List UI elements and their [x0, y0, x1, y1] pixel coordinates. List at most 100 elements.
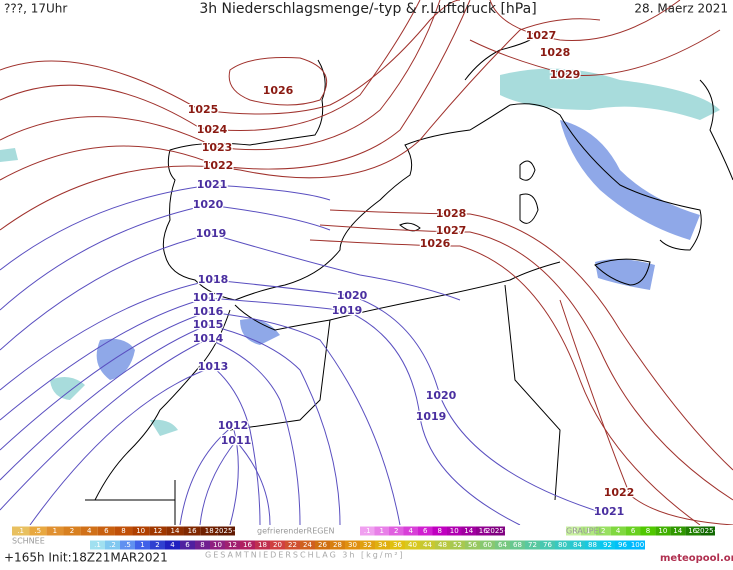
- legend-swatch: [389, 526, 404, 536]
- legend-swatch: [150, 540, 165, 550]
- legend-swatch: [285, 540, 300, 550]
- legend-swatch: [183, 526, 201, 536]
- legend-label: 80: [558, 541, 567, 549]
- legend-swatch: [46, 526, 64, 536]
- isobar-label: 1014: [193, 332, 224, 345]
- legend-label: 34: [378, 541, 387, 549]
- legend-swatch: [120, 540, 135, 550]
- legend-swatch: [165, 540, 180, 550]
- legend-label: .1: [17, 527, 24, 535]
- legend-label: 4: [87, 527, 92, 535]
- legend-swatch: [135, 540, 150, 550]
- legend-swatch: [450, 540, 465, 550]
- legend-label: 96: [618, 541, 627, 549]
- legend-label: 92: [603, 541, 612, 549]
- legend-label: 1: [380, 527, 384, 535]
- legend-swatch: [480, 540, 495, 550]
- legend-label: .1: [570, 527, 577, 535]
- isobar-label: 1022: [203, 159, 234, 172]
- legend-label: 88: [588, 541, 597, 549]
- isobars: [0, 0, 733, 526]
- legend-label: 1: [586, 527, 590, 535]
- legend-swatch: [255, 540, 270, 550]
- legend-label: 36: [393, 541, 402, 549]
- legend-swatch: [570, 540, 585, 550]
- legend-label: 6: [185, 541, 190, 549]
- legend-swatch: [566, 526, 581, 536]
- legend-label: 22: [288, 541, 297, 549]
- legend-label: 72: [528, 541, 537, 549]
- legend-label: 4: [616, 527, 621, 535]
- legend-swatch: [640, 526, 656, 536]
- legend-swatch: [615, 540, 630, 550]
- legend-swatch: [217, 526, 235, 536]
- header-left: ???, 17Uhr: [4, 2, 67, 16]
- isobar-label: 1028: [436, 207, 467, 220]
- legend-label: 2: [155, 541, 159, 549]
- legend-swatch: [149, 526, 167, 536]
- legend-swatch: [432, 526, 447, 536]
- isobar-label: 1024: [197, 123, 228, 136]
- brand: meteopool.org: [660, 553, 733, 564]
- isobar-label: 1019: [196, 227, 227, 240]
- legend-label: .1: [94, 541, 101, 549]
- legend-label: 52: [453, 541, 462, 549]
- legend-swatch: [12, 526, 30, 536]
- legend-label: 12: [228, 541, 237, 549]
- header-title: 3h Niederschlagsmenge/-typ & r.Luftdruck…: [199, 1, 536, 17]
- legend-swatch: [63, 526, 81, 536]
- legend-label: 2025+: [215, 527, 239, 535]
- header-date: 28. Maerz 2021: [634, 2, 728, 16]
- legend-swatch: [580, 526, 596, 536]
- isobar-label: 1019: [332, 304, 363, 317]
- legend-label: 14: [171, 527, 180, 535]
- legend-swatch: [210, 540, 225, 550]
- legend-label: 60: [483, 541, 492, 549]
- legend-swatch: [105, 540, 120, 550]
- isobar-label: 1020: [337, 289, 368, 302]
- legend-swatch: [315, 540, 330, 550]
- isobar-label: 1020: [193, 198, 224, 211]
- legend-swatch: [495, 540, 510, 550]
- legend-label: 44: [423, 541, 432, 549]
- legend-label: 84: [573, 541, 582, 549]
- legend-swatch: [375, 540, 390, 550]
- legend-swatch: [166, 526, 184, 536]
- isobar-label: 1021: [197, 178, 228, 191]
- legend-swatch: [29, 526, 47, 536]
- legend-label: 16: [188, 527, 197, 535]
- legend-label: 8: [646, 527, 650, 535]
- legend-swatch: [447, 526, 462, 536]
- isobar-label: 1022: [604, 486, 635, 499]
- snow-title: SCHNEE: [12, 537, 45, 546]
- legend-label: 4: [409, 527, 414, 535]
- legend-label: 64: [498, 541, 507, 549]
- legend-label: .1: [364, 527, 371, 535]
- legend-label: 18: [258, 541, 267, 549]
- legend-swatch: [200, 526, 218, 536]
- legend-swatch: [345, 540, 360, 550]
- legend-label: 24: [303, 541, 312, 549]
- legend-swatch: [525, 540, 540, 550]
- isobar-label: 1012: [218, 419, 249, 432]
- isobar-label: 1027: [436, 224, 467, 237]
- legend-swatch: [195, 540, 210, 550]
- legend-swatch: [330, 540, 345, 550]
- legend-label: 56: [468, 541, 477, 549]
- isobar-label: 1020: [426, 389, 457, 402]
- isobar-label: 1015: [193, 318, 224, 331]
- legend-label: 20: [273, 541, 282, 549]
- legend-swatch: [374, 526, 389, 536]
- legend-label: 76: [543, 541, 552, 549]
- legend-label: 8: [200, 541, 204, 549]
- init-time: +165h Init:18Z21MAR2021: [4, 551, 168, 565]
- legend-label: .5: [124, 541, 131, 549]
- legend-swatch: [403, 526, 418, 536]
- legend-swatch: [610, 526, 626, 536]
- legend-swatch: [132, 526, 150, 536]
- isobar-label: 1019: [416, 410, 447, 423]
- legend-swatch: [465, 540, 480, 550]
- legend-swatch: [685, 526, 701, 536]
- legend-swatch: [540, 540, 555, 550]
- legend-swatch: [625, 526, 641, 536]
